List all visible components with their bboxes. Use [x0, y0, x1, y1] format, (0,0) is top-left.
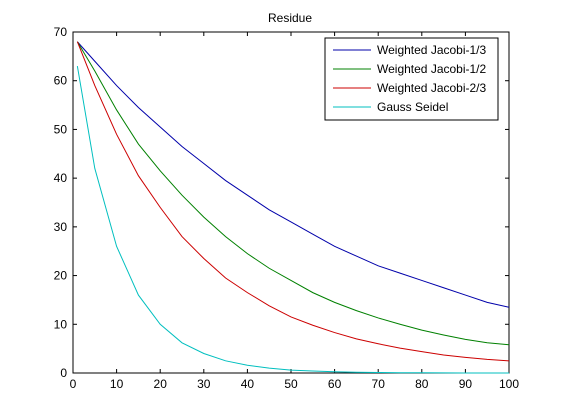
legend-label-1: Weighted Jacobi-1/3	[377, 43, 487, 57]
legend-label-4: Gauss Seidel	[377, 100, 448, 114]
y-tick-label: 70	[54, 25, 68, 39]
series-line-2	[76, 41, 510, 346]
y-tick-label: 30	[54, 220, 68, 234]
plot-area: 0 10 20 30 40 50 60 70 80 90 100 0 10 20 30 40 50 60 70 Wei…	[54, 25, 520, 391]
y-tick-label: 40	[54, 171, 68, 185]
series-line-4	[76, 66, 510, 374]
y-tick-label: 20	[54, 269, 68, 283]
x-tick-label: 20	[154, 377, 168, 391]
legend-label-3: Weighted Jacobi-2/3	[377, 81, 487, 95]
y-tick-label: 0	[60, 366, 67, 380]
x-tick-label: 60	[328, 377, 342, 391]
x-tick-label: 30	[197, 377, 211, 391]
x-tick-label: 90	[459, 377, 473, 391]
x-tick-label: 40	[241, 377, 255, 391]
y-tick-label: 10	[54, 317, 68, 331]
x-tick-label: 100	[499, 377, 519, 391]
x-tick-label: 50	[284, 377, 298, 391]
x-tick-label: 10	[110, 377, 124, 391]
legend-label-2: Weighted Jacobi-1/2	[377, 62, 487, 76]
legend-box	[324, 37, 499, 121]
y-tick-label: 50	[54, 122, 68, 136]
x-tick-label: 80	[415, 377, 429, 391]
chart-title: Residue	[268, 11, 312, 25]
series-line-3	[76, 41, 510, 362]
x-tick-label: 0	[70, 377, 77, 391]
x-tick-label: 70	[372, 377, 386, 391]
series-line-1	[76, 41, 510, 308]
y-tick-label: 60	[54, 74, 68, 88]
